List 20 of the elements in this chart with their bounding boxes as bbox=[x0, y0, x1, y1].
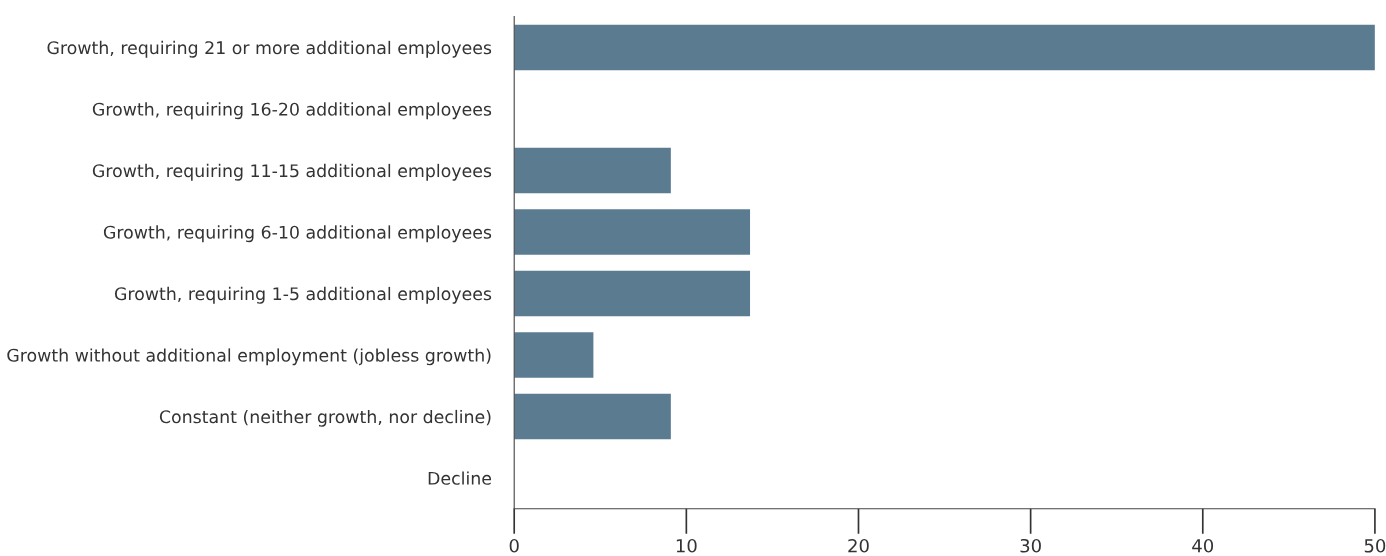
x-tick-label: 50 bbox=[1364, 538, 1386, 553]
bar bbox=[514, 393, 671, 440]
x-tick-label: 30 bbox=[1020, 538, 1041, 553]
y-tick-label: Growth, requiring 1-5 additional employees bbox=[114, 286, 492, 304]
y-tick-label: Growth, requiring 11-15 additional employees bbox=[92, 163, 492, 181]
bar bbox=[514, 147, 671, 194]
y-tick-label: Growth without additional employment (jobless growth) bbox=[7, 348, 491, 366]
y-tick-label: Growth, requiring 6-10 additional employees bbox=[103, 225, 492, 243]
y-tick-label: Constant (neither growth, nor decline) bbox=[159, 409, 491, 427]
bar bbox=[514, 209, 751, 255]
x-tick-label: 40 bbox=[1192, 538, 1214, 553]
y-tick-label: Growth, requiring 16-20 additional employees bbox=[92, 102, 492, 120]
x-tick-label: 20 bbox=[848, 538, 869, 553]
bar bbox=[514, 270, 751, 317]
x-tick-label: 10 bbox=[676, 538, 697, 553]
x-tick-label: 0 bbox=[509, 538, 519, 553]
y-tick-label: Growth, requiring 21 or more additional employees bbox=[47, 40, 492, 58]
bar bbox=[514, 24, 1375, 71]
bar bbox=[514, 332, 594, 378]
y-tick-label: Decline bbox=[428, 471, 492, 485]
